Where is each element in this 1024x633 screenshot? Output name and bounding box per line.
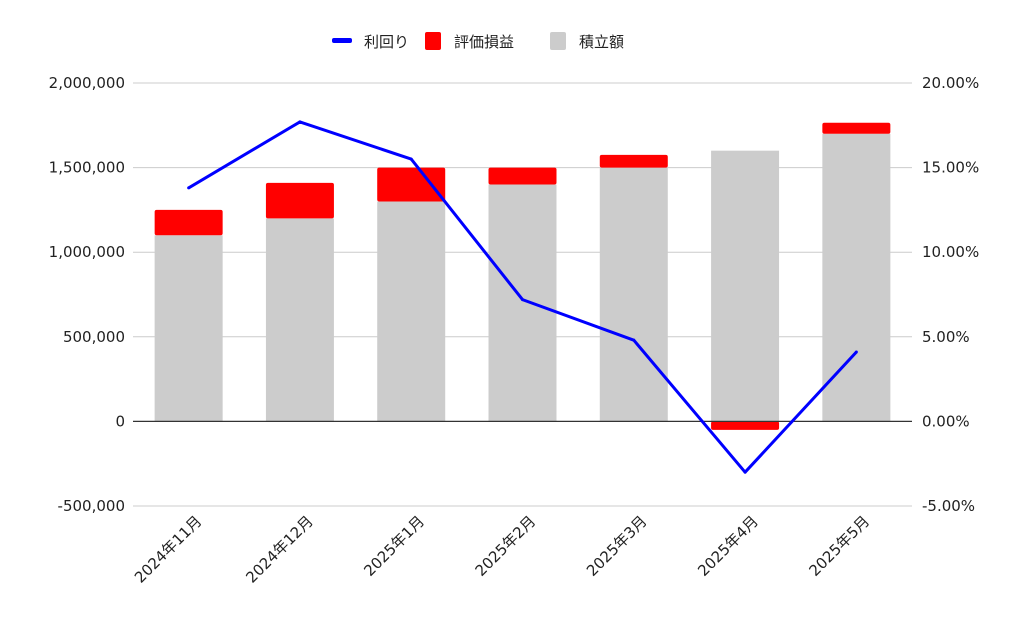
bar-積立額 (154, 235, 223, 422)
bar-積立額 (711, 150, 780, 422)
line-point (854, 350, 858, 354)
bar-評価損益 (599, 154, 668, 168)
y-right-tick-label: 10.00% (922, 243, 979, 261)
x-tick-label: 2025年1月 (360, 512, 428, 580)
bar-評価損益 (711, 421, 780, 430)
bar-series (154, 122, 891, 430)
y-right-tick-label: 20.00% (922, 74, 979, 92)
line-point (743, 470, 747, 474)
legend-line-marker (332, 38, 352, 43)
x-tick-label: 2025年3月 (583, 512, 651, 580)
x-tick-label: 2024年11月 (131, 512, 205, 586)
bar-積立額 (265, 218, 334, 422)
y-axis-left: 2,000,000 1,500,000 1,000,000 500,000 0 -500,… (49, 74, 125, 515)
line-point (521, 298, 524, 302)
y-left-tick-label: 1,500,000 (49, 159, 125, 177)
legend-square-marker (425, 32, 441, 50)
y-left-tick-label: 500,000 (63, 328, 125, 346)
line-point (632, 338, 636, 342)
y-left-tick-label: 2,000,000 (49, 74, 125, 92)
line-point (409, 157, 413, 161)
y-right-tick-label: -5.00% (922, 497, 975, 515)
y-left-tick-label: -500,000 (58, 497, 125, 515)
line-point (187, 186, 191, 190)
bar-評価損益 (822, 122, 891, 134)
bar-積立額 (488, 184, 557, 422)
legend-label: 利回り (364, 33, 409, 51)
bar-評価損益 (265, 182, 334, 219)
x-tick-label: 2025年4月 (694, 512, 762, 580)
legend-label: 評価損益 (454, 33, 514, 51)
y-left-tick-label: 1,000,000 (49, 243, 125, 261)
x-tick-label: 2025年2月 (472, 512, 540, 580)
y-right-tick-label: 0.00% (922, 412, 970, 430)
y-right-tick-label: 5.00% (922, 328, 970, 346)
legend-label: 積立額 (579, 33, 624, 51)
legend-square-marker (550, 32, 566, 50)
bar-評価損益 (377, 167, 446, 202)
y-axis-right: 20.00% 15.00% 10.00% 5.00% 0.00% -5.00% (922, 74, 979, 515)
y-left-tick-label: 0 (115, 412, 125, 430)
bar-評価損益 (154, 209, 223, 236)
bar-積立額 (822, 133, 891, 422)
x-tick-label: 2024年12月 (242, 512, 316, 586)
line-series (187, 120, 858, 474)
bar-積立額 (377, 201, 446, 422)
bar-積立額 (599, 167, 668, 422)
y-right-tick-label: 15.00% (922, 159, 979, 177)
bar-評価損益 (488, 167, 557, 185)
line-point (298, 120, 302, 124)
x-axis: 2024年11月 2024年12月 2025年1月 2025年2月 2025年3月 202… (131, 512, 873, 586)
legend: 利回り 評価損益 積立額 (332, 32, 624, 51)
x-tick-label: 2025年5月 (806, 512, 874, 580)
